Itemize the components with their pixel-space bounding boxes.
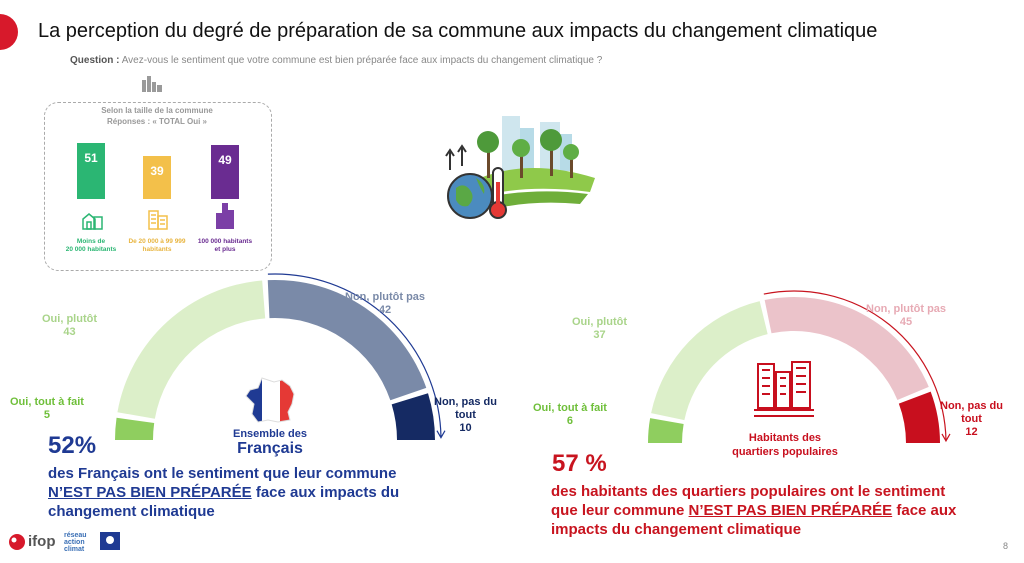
ifop-logo-icon: [9, 534, 25, 550]
slice-oui-plutot: [117, 280, 266, 419]
slice-non-pas-du-tout: [391, 393, 435, 440]
question-prefix: Question :: [70, 55, 120, 66]
slice-label-non-pas-du-tout: Non, pas du tout 12: [940, 400, 1003, 439]
slice-label-oui-tout-a-fait: Oui, tout à fait 6: [533, 402, 607, 428]
slice-name: Non, plutôt pas: [345, 291, 426, 303]
arrow-head: [436, 430, 446, 439]
slice-label-non-plutot-pas: Non, plutôt pas 42: [345, 291, 425, 317]
climate-illustration: [445, 116, 595, 219]
slice-label-oui-plutot: Oui, plutôt 43: [42, 313, 97, 339]
page-title: La perception du degré de préparation de…: [38, 20, 878, 42]
summary-emphasis: N’EST PAS BIEN PRÉPARÉE: [48, 484, 252, 501]
slice-value: 6: [566, 415, 574, 427]
non-total-arrow: [267, 273, 442, 437]
page-number: 8: [1002, 541, 1008, 551]
corner-decoration: [0, 14, 18, 50]
partner-line: réseau: [64, 532, 87, 539]
inset-label-line: habitants: [142, 246, 172, 254]
inset-label-small: Moins de 20 000 habitants: [56, 238, 126, 254]
large-city-icon: [216, 203, 234, 229]
slice-non-pas-du-tout: [898, 391, 940, 443]
partner-line: action: [64, 539, 85, 546]
slice-value: 43: [63, 326, 76, 338]
gauge-center-label-france: Ensemble des Français: [210, 428, 330, 458]
inset-bar-small-towns: 51: [77, 143, 105, 199]
inset-label-line: 20 000 habitants: [65, 246, 117, 254]
slice-value: 45: [899, 316, 913, 328]
gauge-chart-france: [115, 273, 446, 440]
slice-value: 42: [378, 304, 392, 316]
city-size-icon: [142, 76, 162, 92]
summary-line-post: face aux: [896, 502, 957, 519]
inset-bar-value: 51: [84, 151, 98, 165]
slice-oui-tout-a-fait: [115, 417, 155, 440]
slice-oui-plutot: [651, 301, 768, 421]
slice-label-non-plutot-pas: Non, plutôt pas 45: [866, 303, 946, 329]
slice-name-cont: tout: [961, 413, 982, 425]
slice-non-plutot-pas: [764, 297, 929, 400]
inset-label-line: Moins de: [76, 238, 106, 245]
slice-value: 10: [459, 422, 472, 434]
partner-logo-text: réseau action climat: [64, 532, 87, 553]
inset-caption: Selon la taille de la commune: [101, 106, 213, 115]
inset-bar-value: 39: [150, 164, 164, 178]
slice-label-oui-tout-a-fait: Oui, tout à fait 5: [10, 396, 84, 422]
summary-line-pre: que leur commune: [551, 502, 685, 519]
slice-value: 12: [965, 426, 978, 438]
center-label-line: quartiers populaires: [732, 446, 838, 458]
summary-line: N’EST PAS BIEN PRÉPARÉE face aux impacts…: [48, 483, 468, 502]
partner-badge-icon: [100, 532, 120, 550]
summary-line: changement climatique: [48, 503, 215, 520]
gauge-chart-quartiers: [648, 290, 951, 443]
slice-name-cont: tout: [455, 409, 476, 421]
summary-text-quartiers: des habitants des quartiers populaires o…: [551, 482, 1021, 539]
slice-name: Oui, tout à fait: [10, 396, 84, 408]
summary-line: des habitants des quartiers populaires o…: [551, 483, 946, 500]
slice-name: Non, pas du: [940, 400, 1003, 412]
slice-label-oui-plutot: Oui, plutôt 37: [572, 316, 627, 342]
slice-name: Non, pas du: [434, 396, 497, 408]
partner-line: climat: [64, 546, 85, 553]
slice-name: Oui, plutôt: [42, 313, 97, 325]
medium-town-icon: [148, 210, 168, 230]
slice-oui-tout-a-fait: [648, 418, 684, 443]
summary-percent-quartiers: 57 %: [552, 450, 607, 477]
arrow-head: [941, 433, 951, 443]
non-total-arrow: [763, 290, 947, 440]
inset-label-medium: De 20 000 à 99 999 habitants: [122, 238, 192, 254]
inset-bar-value: 49: [218, 153, 232, 167]
summary-emphasis: N’EST PAS BIEN PRÉPARÉE: [688, 502, 893, 519]
apartment-buildings-icon: [754, 361, 814, 417]
center-label-line: Français: [237, 440, 303, 457]
inset-label-line: et plus: [214, 246, 236, 254]
slice-name: Oui, plutôt: [572, 316, 627, 328]
slice-value: 37: [593, 329, 606, 341]
summary-line: impacts du changement climatique: [551, 521, 802, 538]
inset-bar-large-cities: 49: [211, 145, 239, 199]
summary-line: que leur commune N’EST PAS BIEN PRÉPARÉE…: [551, 501, 1021, 520]
inset-subcaption: Réponses : « TOTAL Oui »: [106, 117, 208, 126]
inset-label-line: De 20 000 à 99 999: [128, 238, 186, 245]
summary-text-france: des Français ont le sentiment que leur c…: [48, 464, 468, 521]
summary-percent-france: 52%: [48, 432, 97, 459]
slice-name: Oui, tout à fait: [533, 402, 607, 414]
france-flag-map-icon: [245, 377, 295, 423]
ifop-logo-text: ifop: [28, 533, 56, 550]
slice-value: 5: [43, 409, 51, 421]
center-label-line: Habitants des: [748, 432, 822, 444]
inset-label-large: 100 000 habitants et plus: [190, 238, 260, 254]
slice-non-plutot-pas: [267, 280, 427, 401]
summary-line-rest: face aux impacts du: [255, 484, 400, 501]
gauge-center-label-quartiers: Habitants des quartiers populaires: [710, 431, 860, 459]
inset-label-line: 100 000 habitants: [197, 238, 253, 245]
question-text: Question : Avez-vous le sentiment que vo…: [70, 55, 602, 66]
inset-bar-medium-towns: 39: [143, 156, 171, 199]
center-label-line: Ensemble des: [233, 428, 307, 440]
slice-label-non-pas-du-tout: Non, pas du tout 10: [434, 396, 497, 435]
small-town-icon: [82, 213, 103, 230]
summary-line: des Français ont le sentiment que leur c…: [48, 465, 397, 482]
inset-frame: [44, 102, 272, 271]
slice-name: Non, plutôt pas: [866, 303, 947, 315]
question-body: Avez-vous le sentiment que votre commune…: [121, 55, 603, 66]
